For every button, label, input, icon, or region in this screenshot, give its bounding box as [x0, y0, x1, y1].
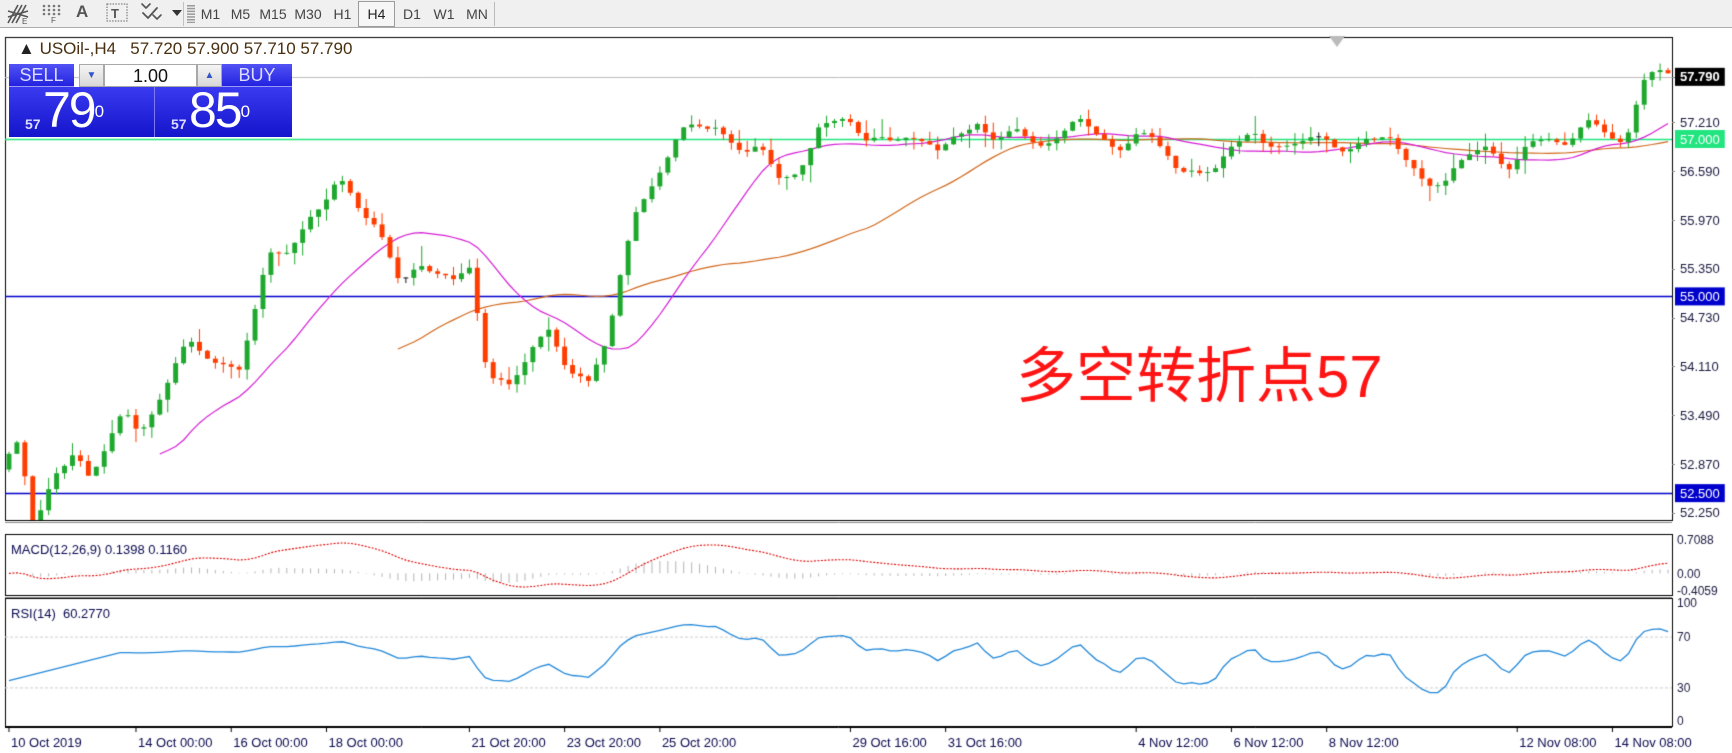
svg-text:E: E: [22, 17, 27, 25]
svg-text:T: T: [111, 6, 119, 21]
svg-text:F: F: [51, 16, 56, 24]
